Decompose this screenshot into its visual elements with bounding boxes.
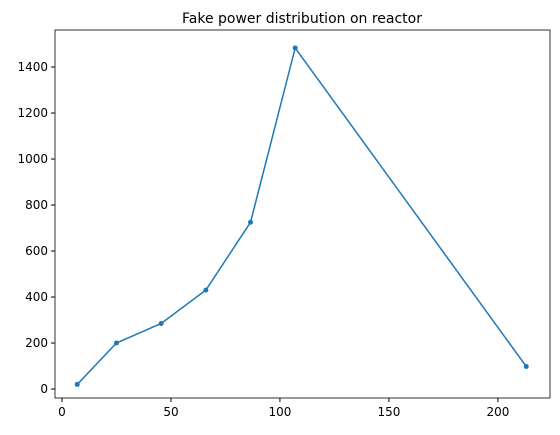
y-tick-label: 200 — [25, 336, 48, 350]
x-tick-label: 50 — [163, 405, 178, 419]
point — [523, 363, 529, 369]
y-tick-label: 0 — [40, 382, 48, 396]
point — [292, 45, 298, 51]
point — [158, 320, 164, 326]
point — [113, 340, 119, 346]
chart-title: Fake power distribution on reactor — [182, 11, 422, 27]
y-tick-label: 1000 — [17, 152, 48, 166]
point — [74, 381, 80, 387]
point — [203, 287, 209, 293]
x-tick-label: 100 — [268, 405, 291, 419]
plot-frame — [54, 29, 551, 399]
x-tick-label: 200 — [486, 405, 509, 419]
y-tick-label: 800 — [25, 198, 48, 212]
y-tick-label: 600 — [25, 244, 48, 258]
point — [248, 219, 254, 225]
y-tick-label: 400 — [25, 290, 48, 304]
line — [76, 46, 527, 385]
y-tick-label: 1400 — [17, 60, 48, 74]
x-tick-label: 0 — [58, 405, 66, 419]
x-tick-label: 150 — [377, 405, 400, 419]
y-tick-label: 1200 — [17, 106, 48, 120]
